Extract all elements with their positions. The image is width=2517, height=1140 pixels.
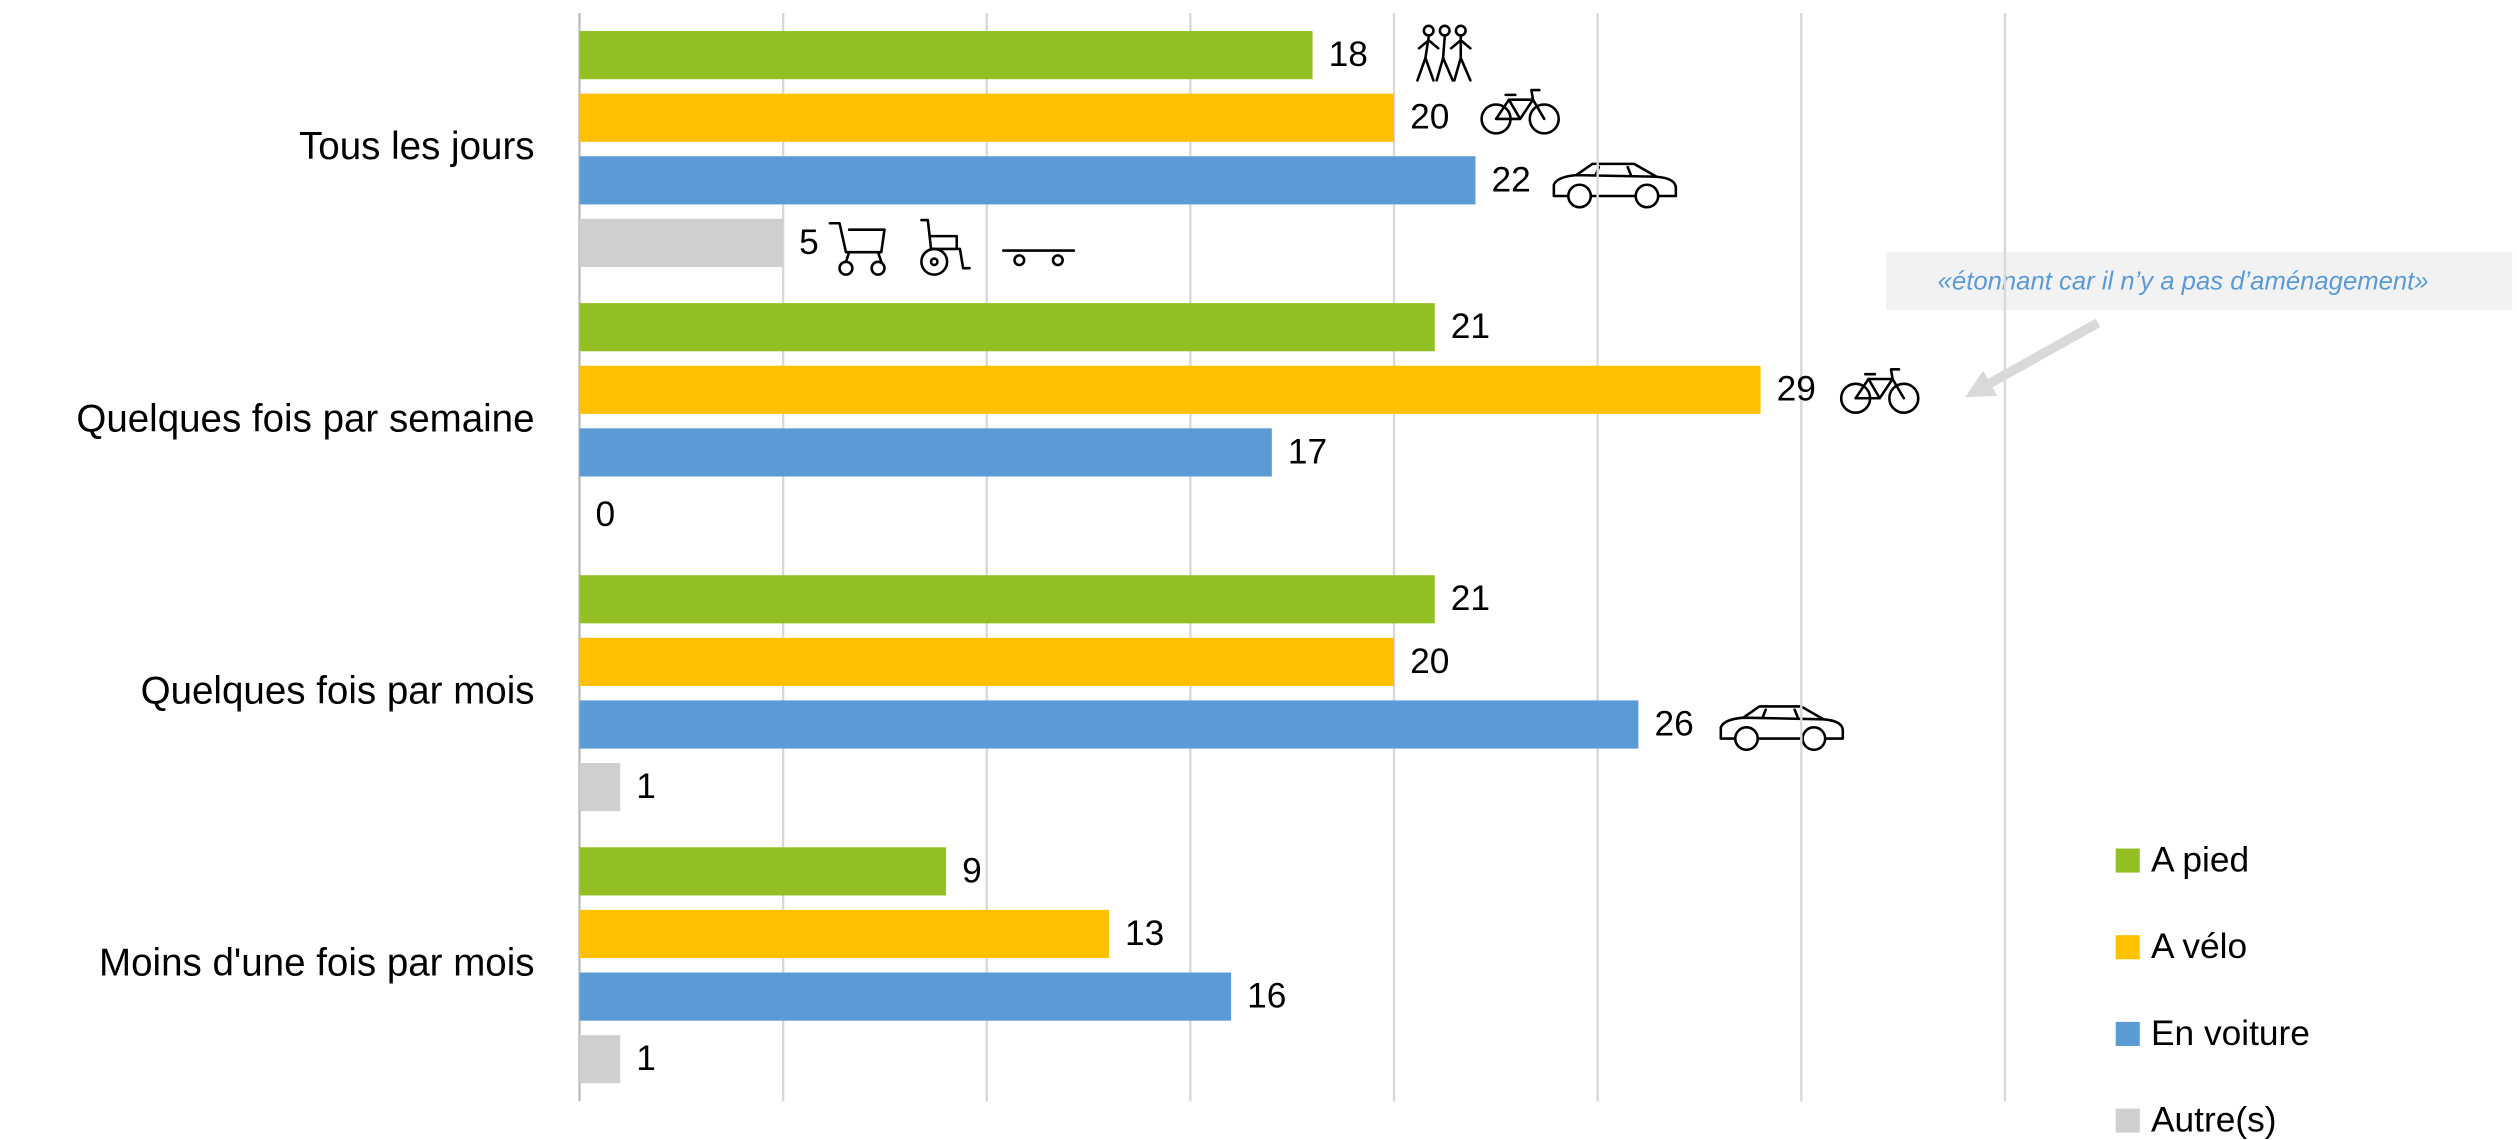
data-label: 21 — [1451, 579, 1490, 618]
bar — [579, 93, 1395, 142]
data-label: 5 — [799, 223, 819, 262]
bar — [579, 763, 621, 812]
data-label: 29 — [1777, 370, 1816, 409]
car-icon — [1719, 705, 1845, 752]
legend-label: En voiture — [2151, 1014, 2310, 1053]
data-label: 1 — [636, 1039, 656, 1078]
skateboard-icon — [1001, 249, 1076, 267]
data-label: 0 — [596, 495, 616, 534]
bar — [579, 156, 1476, 205]
bar — [579, 847, 947, 896]
legend-label: Autre(s) — [2151, 1101, 2277, 1140]
bar — [579, 972, 1232, 1021]
bar — [579, 700, 1639, 749]
y-tick-label: Moins d'une fois par mois — [99, 941, 535, 984]
y-tick-label: Tous les jours — [299, 125, 534, 168]
car-icon — [1552, 162, 1678, 209]
bike-icon — [1480, 88, 1560, 135]
bar — [579, 1035, 621, 1084]
wheelchair-icon — [920, 218, 971, 276]
legend-label: A vélo — [2151, 927, 2247, 966]
legend-label: A pied — [2151, 840, 2249, 879]
y-tick-label: Quelques fois par mois — [141, 669, 535, 712]
legend-swatch — [2115, 1021, 2140, 1046]
data-label: 9 — [962, 851, 982, 890]
legend-swatch — [2115, 1108, 2140, 1133]
bar — [579, 428, 1272, 477]
legend-swatch — [2115, 848, 2140, 873]
data-label: 21 — [1451, 307, 1490, 346]
data-label: 20 — [1410, 98, 1449, 137]
data-label: 26 — [1654, 704, 1693, 743]
data-label: 16 — [1247, 977, 1286, 1016]
bar — [579, 31, 1313, 80]
bar — [579, 637, 1395, 686]
data-label: 1 — [636, 767, 656, 806]
bar — [579, 303, 1435, 352]
data-label: 17 — [1288, 432, 1327, 471]
data-label: 22 — [1492, 160, 1531, 199]
annotation-arrow — [1965, 318, 2101, 398]
data-label: 13 — [1125, 914, 1164, 953]
annotation-box — [1886, 252, 2513, 310]
data-label: 20 — [1410, 642, 1449, 681]
bar — [579, 909, 1109, 959]
y-tick-label: Quelques fois par semaine — [76, 397, 534, 440]
annotation: «étonnant car il n’y a pas d’aménagement… — [1938, 267, 2429, 295]
stroller-icon — [828, 221, 886, 276]
walk-icon — [1416, 24, 1472, 82]
bar — [579, 218, 784, 268]
bar — [579, 575, 1435, 624]
bike-icon — [1839, 368, 1920, 414]
bar — [579, 365, 1761, 414]
legend-swatch — [2115, 935, 2140, 960]
data-label: 18 — [1329, 35, 1368, 74]
